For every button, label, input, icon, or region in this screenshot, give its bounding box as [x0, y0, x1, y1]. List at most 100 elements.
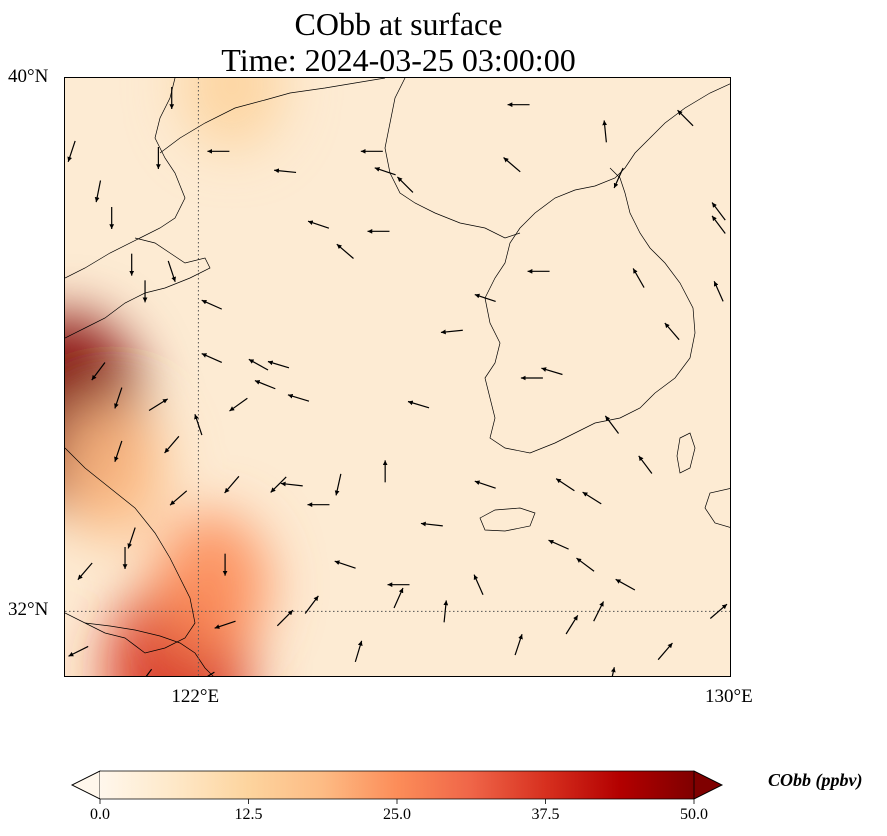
map-title: CObb at surface	[294, 6, 503, 42]
coastline-bohai-north	[384, 78, 521, 239]
wind-arrow-58	[164, 435, 180, 454]
wind-arrow-66	[68, 645, 89, 657]
lat-tick-label: 40°N	[8, 66, 49, 87]
wind-arrow-31	[201, 352, 223, 364]
wind-arrow-52	[270, 476, 287, 493]
wind-arrow-37	[541, 367, 563, 376]
wind-arrow-51	[224, 475, 240, 494]
coastline-china-north	[65, 78, 186, 279]
colorbar-extend-min	[71, 770, 101, 800]
wind-arrow-68	[207, 671, 215, 676]
wind-arrow-56	[194, 414, 203, 436]
tsushima-island	[676, 432, 696, 474]
wind-arrow-65	[77, 562, 93, 581]
wind-arrow-69	[214, 620, 236, 629]
wind-arrow-75	[443, 600, 449, 623]
wind-arrow-80	[657, 642, 673, 661]
wind-arrow-53	[334, 473, 342, 496]
wind-arrow-81	[709, 603, 728, 619]
wind-arrow-1	[67, 140, 76, 162]
wind-arrow-41	[582, 491, 602, 505]
wind-arrow-38	[604, 415, 620, 434]
wind-arrow-15	[602, 120, 608, 143]
japan-kyushu	[704, 488, 730, 528]
wind-arrow-39	[638, 455, 653, 474]
wind-arrow-50	[280, 481, 303, 487]
wind-arrow-17	[677, 109, 694, 127]
concentration-hotspot-4	[65, 401, 168, 542]
wind-arrow-67	[145, 668, 153, 676]
colorbar	[71, 770, 723, 804]
wind-arrow-71	[276, 609, 294, 627]
wind-vectors	[67, 87, 728, 676]
coastline-korea-west	[484, 227, 656, 454]
concentration-hotspot-3	[179, 78, 284, 150]
colorbar-tick-label: 0.0	[90, 806, 110, 823]
wind-arrow-79	[593, 601, 605, 622]
wind-arrow-61	[114, 387, 123, 409]
colorbar-tick-label: 25.0	[383, 806, 411, 823]
wind-arrow-26	[664, 322, 680, 341]
colorbar-extend-max	[693, 770, 723, 800]
coastline-korea-east	[609, 167, 696, 394]
wind-arrow-46	[420, 521, 443, 527]
coastline-liaodong	[159, 78, 386, 154]
wind-arrow-57	[148, 398, 169, 412]
colorbar-tick-label: 50.0	[680, 806, 708, 823]
wind-arrow-55	[229, 397, 248, 412]
map-subtitle-time: Time: 2024-03-25 03:00:00	[221, 42, 576, 78]
wind-arrow-21	[336, 243, 354, 259]
wind-arrow-9	[274, 168, 297, 174]
wind-arrow-19	[711, 215, 726, 234]
wind-arrow-76	[473, 574, 484, 595]
map-panel[interactable]	[64, 77, 731, 677]
wind-arrow-74	[393, 587, 404, 609]
wind-arrow-18	[711, 202, 726, 221]
concentration-field	[65, 78, 284, 676]
wind-arrow-30	[267, 360, 290, 369]
wind-arrow-48	[334, 560, 356, 569]
coastline	[65, 78, 730, 676]
wind-arrow-14	[503, 157, 521, 173]
wind-arrow-82	[610, 667, 616, 676]
wind-arrow-34	[407, 400, 430, 409]
wind-arrow-25	[632, 268, 645, 288]
wind-arrow-42	[548, 539, 569, 550]
colorbar-label: CObb (ppbv)	[768, 770, 863, 790]
map-canvas	[65, 78, 730, 676]
wind-arrow-73	[354, 640, 363, 663]
wind-arrow-23	[474, 293, 496, 303]
coastline-shandong	[65, 237, 211, 339]
coastline-china-south	[65, 447, 196, 654]
jeju-island	[479, 507, 536, 532]
wind-arrow-43	[576, 557, 595, 572]
wind-arrow-77	[514, 634, 523, 656]
wind-arrow-44	[615, 578, 636, 591]
wind-arrow-28	[201, 299, 223, 310]
colorbar-tick-label: 12.5	[234, 806, 263, 823]
wind-arrow-27	[713, 281, 724, 302]
wind-arrow-60	[91, 362, 106, 381]
wind-arrow-11	[374, 167, 396, 176]
wind-arrow-16	[613, 167, 624, 189]
gridlines	[65, 78, 730, 676]
wind-arrow-35	[440, 329, 463, 335]
concentration-hotspot-2	[154, 512, 270, 657]
wind-arrow-63	[127, 527, 136, 549]
lat-tick-label: 32°N	[8, 599, 49, 621]
wind-arrow-45	[474, 480, 496, 489]
wind-arrow-78	[565, 615, 579, 635]
yangtze-estuary	[84, 622, 214, 676]
wind-arrow-72	[304, 595, 319, 614]
colorbar-ticks	[99, 799, 695, 804]
coastline-korea-north	[519, 83, 730, 229]
wind-arrow-20	[307, 220, 330, 229]
wind-arrow-29	[248, 358, 269, 371]
wind-arrow-33	[287, 393, 310, 402]
wind-arrow-12	[396, 176, 414, 193]
wind-arrow-32	[254, 380, 276, 390]
lon-tick-label: 122°E	[171, 686, 220, 707]
lon-tick-label: 130°E	[705, 686, 753, 707]
colorbar-tick-label: 37.5	[531, 806, 560, 823]
wind-arrow-59	[114, 440, 123, 462]
